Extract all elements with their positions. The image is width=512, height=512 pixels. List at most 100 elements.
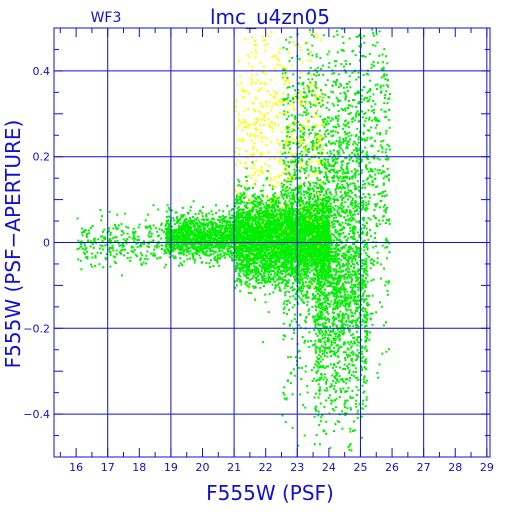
data-point (167, 240, 170, 243)
data-point (270, 273, 273, 276)
data-point (242, 191, 245, 194)
data-point (245, 259, 248, 262)
data-point (243, 186, 246, 189)
data-point (319, 265, 322, 267)
data-point (258, 281, 261, 284)
data-point (283, 183, 285, 186)
data-point (229, 221, 232, 224)
data-point (227, 243, 230, 246)
data-point (91, 265, 94, 268)
data-point (272, 218, 275, 221)
data-point (190, 227, 193, 229)
data-point (249, 228, 252, 231)
data-point (262, 278, 265, 281)
data-point (191, 220, 193, 223)
data-point (280, 251, 283, 253)
data-point (188, 247, 191, 250)
data-point (319, 245, 322, 248)
data-point (183, 227, 186, 230)
data-point (314, 277, 316, 280)
data-point (260, 265, 263, 268)
data-point (312, 225, 315, 228)
data-point (94, 264, 97, 267)
data-point (192, 200, 195, 203)
data-point (86, 233, 88, 236)
data-point (214, 231, 217, 234)
data-point (189, 242, 192, 245)
data-point (132, 231, 134, 234)
data-point (244, 247, 247, 250)
data-point (243, 256, 245, 259)
data-point (90, 240, 93, 243)
data-point (264, 281, 267, 284)
data-point (274, 192, 276, 195)
data-point (252, 230, 255, 233)
data-point (308, 196, 311, 199)
data-point (159, 256, 162, 259)
data-point (80, 245, 83, 248)
data-point (168, 228, 170, 231)
data-point (150, 232, 153, 235)
data-point (298, 263, 301, 266)
data-point (256, 270, 258, 273)
data-point (281, 225, 284, 228)
data-point (319, 215, 322, 218)
data-point (170, 248, 173, 251)
data-point (225, 228, 228, 231)
data-point (213, 238, 216, 241)
data-point (212, 218, 215, 221)
data-point (236, 264, 239, 267)
data-point (269, 264, 272, 267)
data-point (255, 247, 258, 250)
data-point (235, 200, 238, 203)
data-point (196, 242, 199, 245)
data-point (305, 263, 307, 266)
data-point (117, 224, 120, 227)
data-point (184, 221, 186, 224)
data-point (287, 213, 290, 215)
data-point (202, 227, 205, 230)
data-point (221, 246, 223, 249)
data-point (274, 233, 276, 236)
data-point (164, 249, 167, 252)
data-point (202, 224, 205, 226)
data-point (298, 289, 301, 292)
data-point (243, 237, 246, 239)
data-point (137, 235, 140, 238)
data-point (189, 206, 192, 209)
data-point (172, 248, 175, 251)
data-point (255, 255, 257, 258)
data-point (304, 255, 307, 258)
data-point (237, 240, 240, 242)
data-point (283, 219, 286, 222)
data-point (187, 247, 190, 250)
data-point (266, 229, 269, 232)
data-point (181, 245, 184, 248)
data-point (303, 254, 306, 257)
data-point (234, 224, 237, 227)
data-point (81, 247, 84, 250)
data-point (271, 226, 274, 229)
data-point (77, 258, 80, 261)
data-point (255, 276, 258, 279)
data-point (265, 204, 268, 207)
data-point (267, 220, 270, 223)
data-point (85, 236, 88, 238)
data-point (290, 180, 293, 183)
data-point (254, 261, 257, 264)
data-point (203, 230, 205, 233)
data-point (309, 237, 312, 240)
data-point (237, 178, 240, 181)
data-point (252, 265, 255, 268)
data-point (236, 279, 239, 282)
data-point (242, 229, 245, 232)
data-point (212, 222, 214, 225)
data-point (295, 207, 298, 210)
data-point (197, 225, 199, 228)
data-point (245, 213, 248, 216)
data-point (297, 259, 300, 262)
data-point (135, 242, 138, 245)
data-point (220, 227, 223, 230)
data-point (147, 246, 150, 249)
data-point (300, 240, 303, 243)
